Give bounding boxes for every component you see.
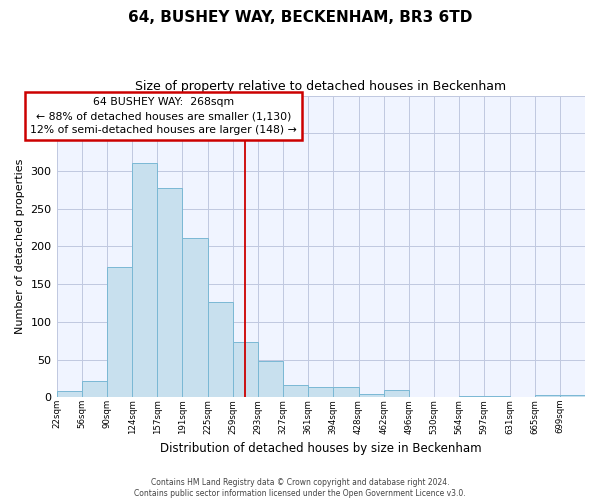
Bar: [383, 390, 409, 398]
Bar: [560, 395, 585, 398]
Bar: [535, 395, 560, 398]
Bar: [107, 267, 132, 398]
Bar: [334, 387, 359, 398]
Text: 64, BUSHEY WAY, BECKENHAM, BR3 6TD: 64, BUSHEY WAY, BECKENHAM, BR3 6TD: [128, 10, 472, 25]
Bar: [132, 164, 157, 398]
Bar: [459, 396, 484, 398]
Bar: [359, 394, 383, 398]
Bar: [484, 396, 509, 398]
Text: 64 BUSHEY WAY:  268sqm
← 88% of detached houses are smaller (1,130)
12% of semi-: 64 BUSHEY WAY: 268sqm ← 88% of detached …: [30, 97, 297, 135]
Bar: [258, 361, 283, 398]
Bar: [208, 302, 233, 398]
Bar: [283, 386, 308, 398]
Y-axis label: Number of detached properties: Number of detached properties: [15, 159, 25, 334]
Bar: [233, 342, 258, 398]
Bar: [182, 238, 208, 398]
Title: Size of property relative to detached houses in Beckenham: Size of property relative to detached ho…: [135, 80, 506, 93]
X-axis label: Distribution of detached houses by size in Beckenham: Distribution of detached houses by size …: [160, 442, 482, 455]
Bar: [157, 188, 182, 398]
Bar: [82, 381, 107, 398]
Text: Contains HM Land Registry data © Crown copyright and database right 2024.
Contai: Contains HM Land Registry data © Crown c…: [134, 478, 466, 498]
Bar: [56, 392, 82, 398]
Bar: [308, 387, 334, 398]
